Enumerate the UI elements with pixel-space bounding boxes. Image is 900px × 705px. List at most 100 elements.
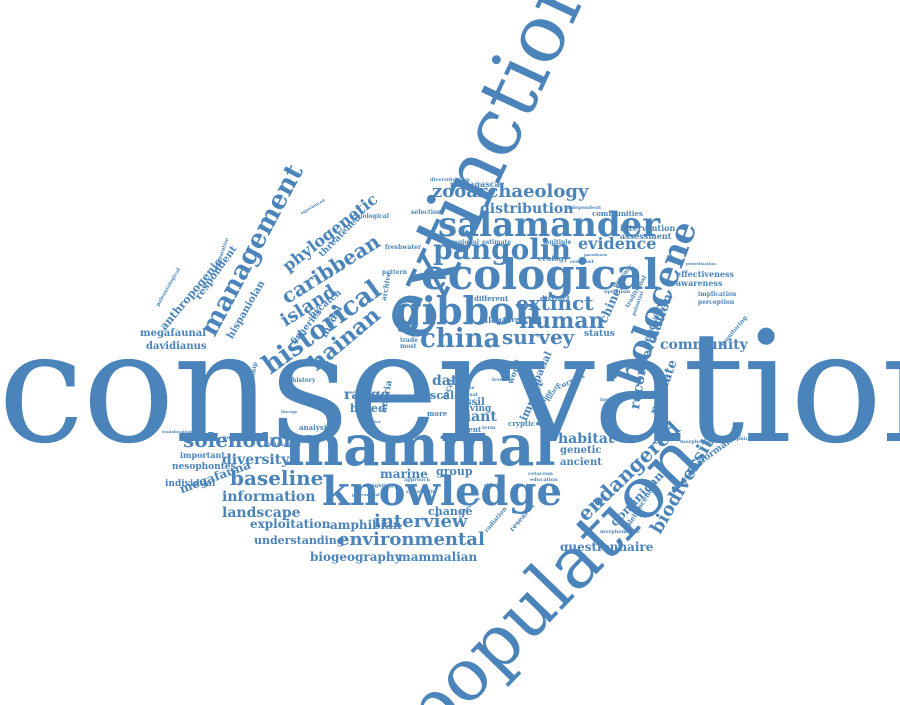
word: regional: [451, 239, 479, 246]
word: nesophontes: [172, 462, 236, 472]
word: intervention: [620, 223, 676, 233]
word: effectiveness: [676, 269, 735, 279]
word: habitat: [558, 431, 615, 447]
word: hunting: [223, 435, 246, 441]
word: approach: [404, 477, 431, 483]
word: knowledge: [322, 468, 562, 515]
word: solenodon: [183, 428, 298, 452]
word: questionnaire: [560, 540, 654, 554]
word: communities: [592, 209, 643, 218]
word: fossil: [455, 397, 485, 408]
word: illegal: [482, 315, 511, 325]
word: zooarchaeology: [432, 181, 589, 202]
word: prioritisation: [686, 261, 716, 266]
word: late: [464, 385, 475, 391]
word: optimism: [604, 289, 631, 295]
word: paradoxus: [584, 252, 608, 257]
word: demographic: [712, 436, 749, 442]
word: giant: [456, 409, 497, 425]
word: range: [344, 387, 390, 403]
word: remnant: [570, 259, 594, 265]
word: survey: [502, 325, 575, 349]
word: ecological: [421, 250, 660, 299]
word: salamander: [438, 205, 661, 245]
word: important: [180, 450, 226, 460]
word: community: [660, 337, 748, 353]
word: selection: [411, 209, 442, 216]
word: education: [530, 477, 558, 483]
word: data: [432, 373, 467, 389]
word: diversity: [222, 452, 290, 468]
word: change: [428, 505, 473, 518]
word: history: [292, 377, 316, 384]
word: biological: [356, 213, 390, 220]
word: recent: [456, 425, 482, 434]
word: term: [482, 425, 496, 431]
word: professional: [352, 492, 380, 497]
word: mammal: [284, 413, 556, 479]
word: biogeography: [310, 550, 402, 564]
word: based: [350, 402, 386, 415]
word: implication: [698, 291, 737, 298]
word: sighting: [370, 483, 394, 489]
word: hylobatidae: [268, 442, 301, 448]
word: global: [484, 482, 498, 487]
word: evidence: [578, 234, 657, 253]
word: ecosystem: [270, 435, 294, 440]
word: environmental: [338, 529, 485, 550]
word: amphibian: [330, 518, 402, 532]
word: cetacean: [528, 471, 553, 477]
word: human: [519, 308, 605, 334]
word: china: [420, 324, 501, 354]
word: distribution: [480, 201, 574, 217]
word: megafaunal: [140, 328, 207, 339]
word: analysis: [299, 423, 331, 432]
word: estimate: [482, 239, 512, 246]
word: information: [222, 489, 316, 505]
word: level: [492, 377, 506, 383]
word: interview: [374, 511, 468, 532]
word: marine: [380, 467, 428, 481]
word: past: [466, 392, 478, 398]
word: baseline: [230, 466, 324, 490]
word: conservation: [0, 299, 900, 478]
word: different: [474, 294, 509, 303]
word: diversification: [430, 177, 470, 183]
word: scale: [430, 389, 462, 402]
word: landscape: [222, 505, 301, 521]
word: individual: [165, 479, 216, 489]
word: trade: [400, 337, 418, 344]
word: more: [427, 409, 448, 418]
word: davidianus: [146, 341, 207, 352]
word: most: [400, 343, 417, 350]
word: living: [463, 404, 492, 414]
word: distinct: [540, 294, 570, 303]
word: group: [436, 465, 473, 478]
word: understanding: [254, 534, 345, 547]
word: perception: [698, 299, 735, 306]
word: extinct: [516, 291, 594, 315]
word: cryptic: [508, 419, 536, 428]
word: pattern: [382, 269, 407, 276]
word: translocation: [162, 429, 192, 434]
word: genetic: [560, 445, 602, 456]
word: independent: [566, 205, 602, 211]
word: experienced: [299, 197, 326, 216]
word: threat: [503, 315, 528, 324]
word: lineage: [281, 409, 298, 414]
word: systematic: [406, 489, 436, 495]
word: ecology: [538, 254, 568, 263]
word: pangolin: [433, 233, 571, 266]
word: gibbon: [395, 288, 543, 333]
word: morphology: [680, 439, 714, 445]
word: mammalian: [398, 550, 478, 564]
word: status: [584, 329, 615, 339]
word: exploitation: [250, 517, 331, 531]
word: freshwater: [385, 244, 422, 251]
word: filter: [370, 419, 381, 424]
word: insight: [600, 397, 620, 403]
word: assessment: [620, 231, 672, 241]
word: morphometric: [600, 529, 641, 535]
word: madagascar: [450, 179, 504, 189]
